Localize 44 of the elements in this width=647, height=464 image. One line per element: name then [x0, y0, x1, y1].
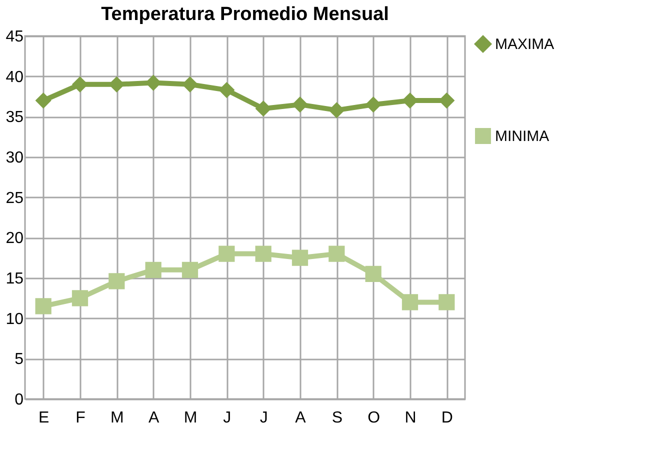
point [182, 262, 198, 278]
point [145, 74, 162, 91]
x-tick-label: A [295, 410, 306, 426]
x-tick-label: D [441, 410, 453, 426]
point [255, 246, 272, 262]
point [35, 92, 52, 109]
x-tick-label: F [76, 410, 86, 426]
x-tick-label: E [38, 410, 50, 426]
y-tick-label: 30 [6, 150, 24, 166]
chart-title: Temperatura Promedio Mensual [101, 4, 389, 25]
point [72, 290, 88, 306]
y-tick-label: 25 [6, 190, 24, 207]
y-tick-label: 10 [6, 310, 24, 328]
point [365, 266, 382, 282]
point [365, 96, 382, 113]
point [438, 294, 455, 310]
legend-label: MINIMA [495, 128, 550, 145]
y-tick-label: 35 [6, 109, 24, 126]
point [328, 102, 345, 118]
y-tick-label: 20 [6, 230, 24, 248]
x-tick-label: J [260, 410, 268, 426]
x-tick-label: N [404, 410, 416, 426]
point [218, 82, 235, 98]
y-tick-label: 40 [6, 68, 24, 86]
point [108, 273, 125, 290]
point [402, 294, 418, 310]
point [292, 96, 308, 113]
point [292, 250, 308, 266]
x-tick-label: O [368, 410, 380, 426]
y-tick-label: 0 [14, 392, 24, 408]
point [145, 262, 162, 278]
point [255, 100, 272, 117]
x-tick-label: M [184, 410, 198, 426]
x-tick-label: A [148, 410, 160, 426]
x-tick-label: S [332, 410, 343, 426]
point [35, 298, 52, 314]
y-tick-label: 15 [6, 270, 24, 288]
x-tick-label: M [110, 410, 124, 426]
point [328, 246, 345, 262]
y-tick-label: 5 [14, 351, 24, 368]
x-tick-label: J [223, 410, 232, 426]
legend-label: MAXIMA [495, 36, 554, 53]
y-tick-label: 45 [6, 28, 24, 46]
point [218, 246, 235, 262]
